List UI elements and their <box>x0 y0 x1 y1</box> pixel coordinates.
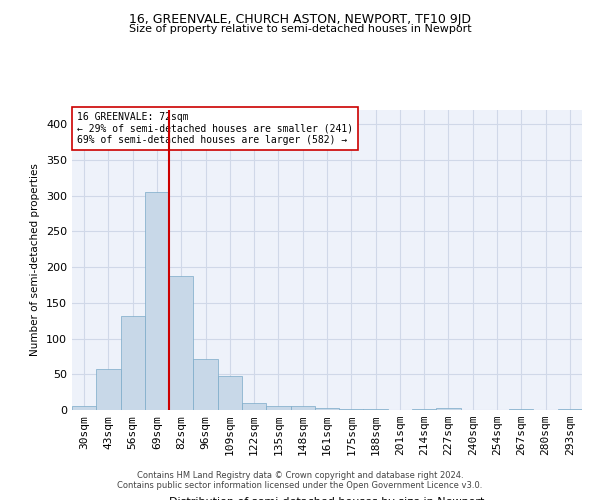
Text: Contains HM Land Registry data © Crown copyright and database right 2024.
Contai: Contains HM Land Registry data © Crown c… <box>118 470 482 490</box>
Bar <box>242 403 266 410</box>
Bar <box>72 406 96 410</box>
Text: 16 GREENVALE: 72sqm
← 29% of semi-detached houses are smaller (241)
69% of semi-: 16 GREENVALE: 72sqm ← 29% of semi-detach… <box>77 112 353 144</box>
Bar <box>436 408 461 410</box>
Bar <box>412 408 436 410</box>
Bar <box>121 316 145 410</box>
Bar <box>193 358 218 410</box>
X-axis label: Distribution of semi-detached houses by size in Newport: Distribution of semi-detached houses by … <box>169 497 485 500</box>
Text: 16, GREENVALE, CHURCH ASTON, NEWPORT, TF10 9JD: 16, GREENVALE, CHURCH ASTON, NEWPORT, TF… <box>129 12 471 26</box>
Bar <box>509 408 533 410</box>
Bar <box>96 368 121 410</box>
Y-axis label: Number of semi-detached properties: Number of semi-detached properties <box>31 164 40 356</box>
Text: Size of property relative to semi-detached houses in Newport: Size of property relative to semi-detach… <box>128 24 472 34</box>
Bar <box>218 376 242 410</box>
Bar <box>290 406 315 410</box>
Bar <box>266 406 290 410</box>
Bar <box>145 192 169 410</box>
Bar <box>169 276 193 410</box>
Bar <box>315 408 339 410</box>
Bar <box>339 408 364 410</box>
